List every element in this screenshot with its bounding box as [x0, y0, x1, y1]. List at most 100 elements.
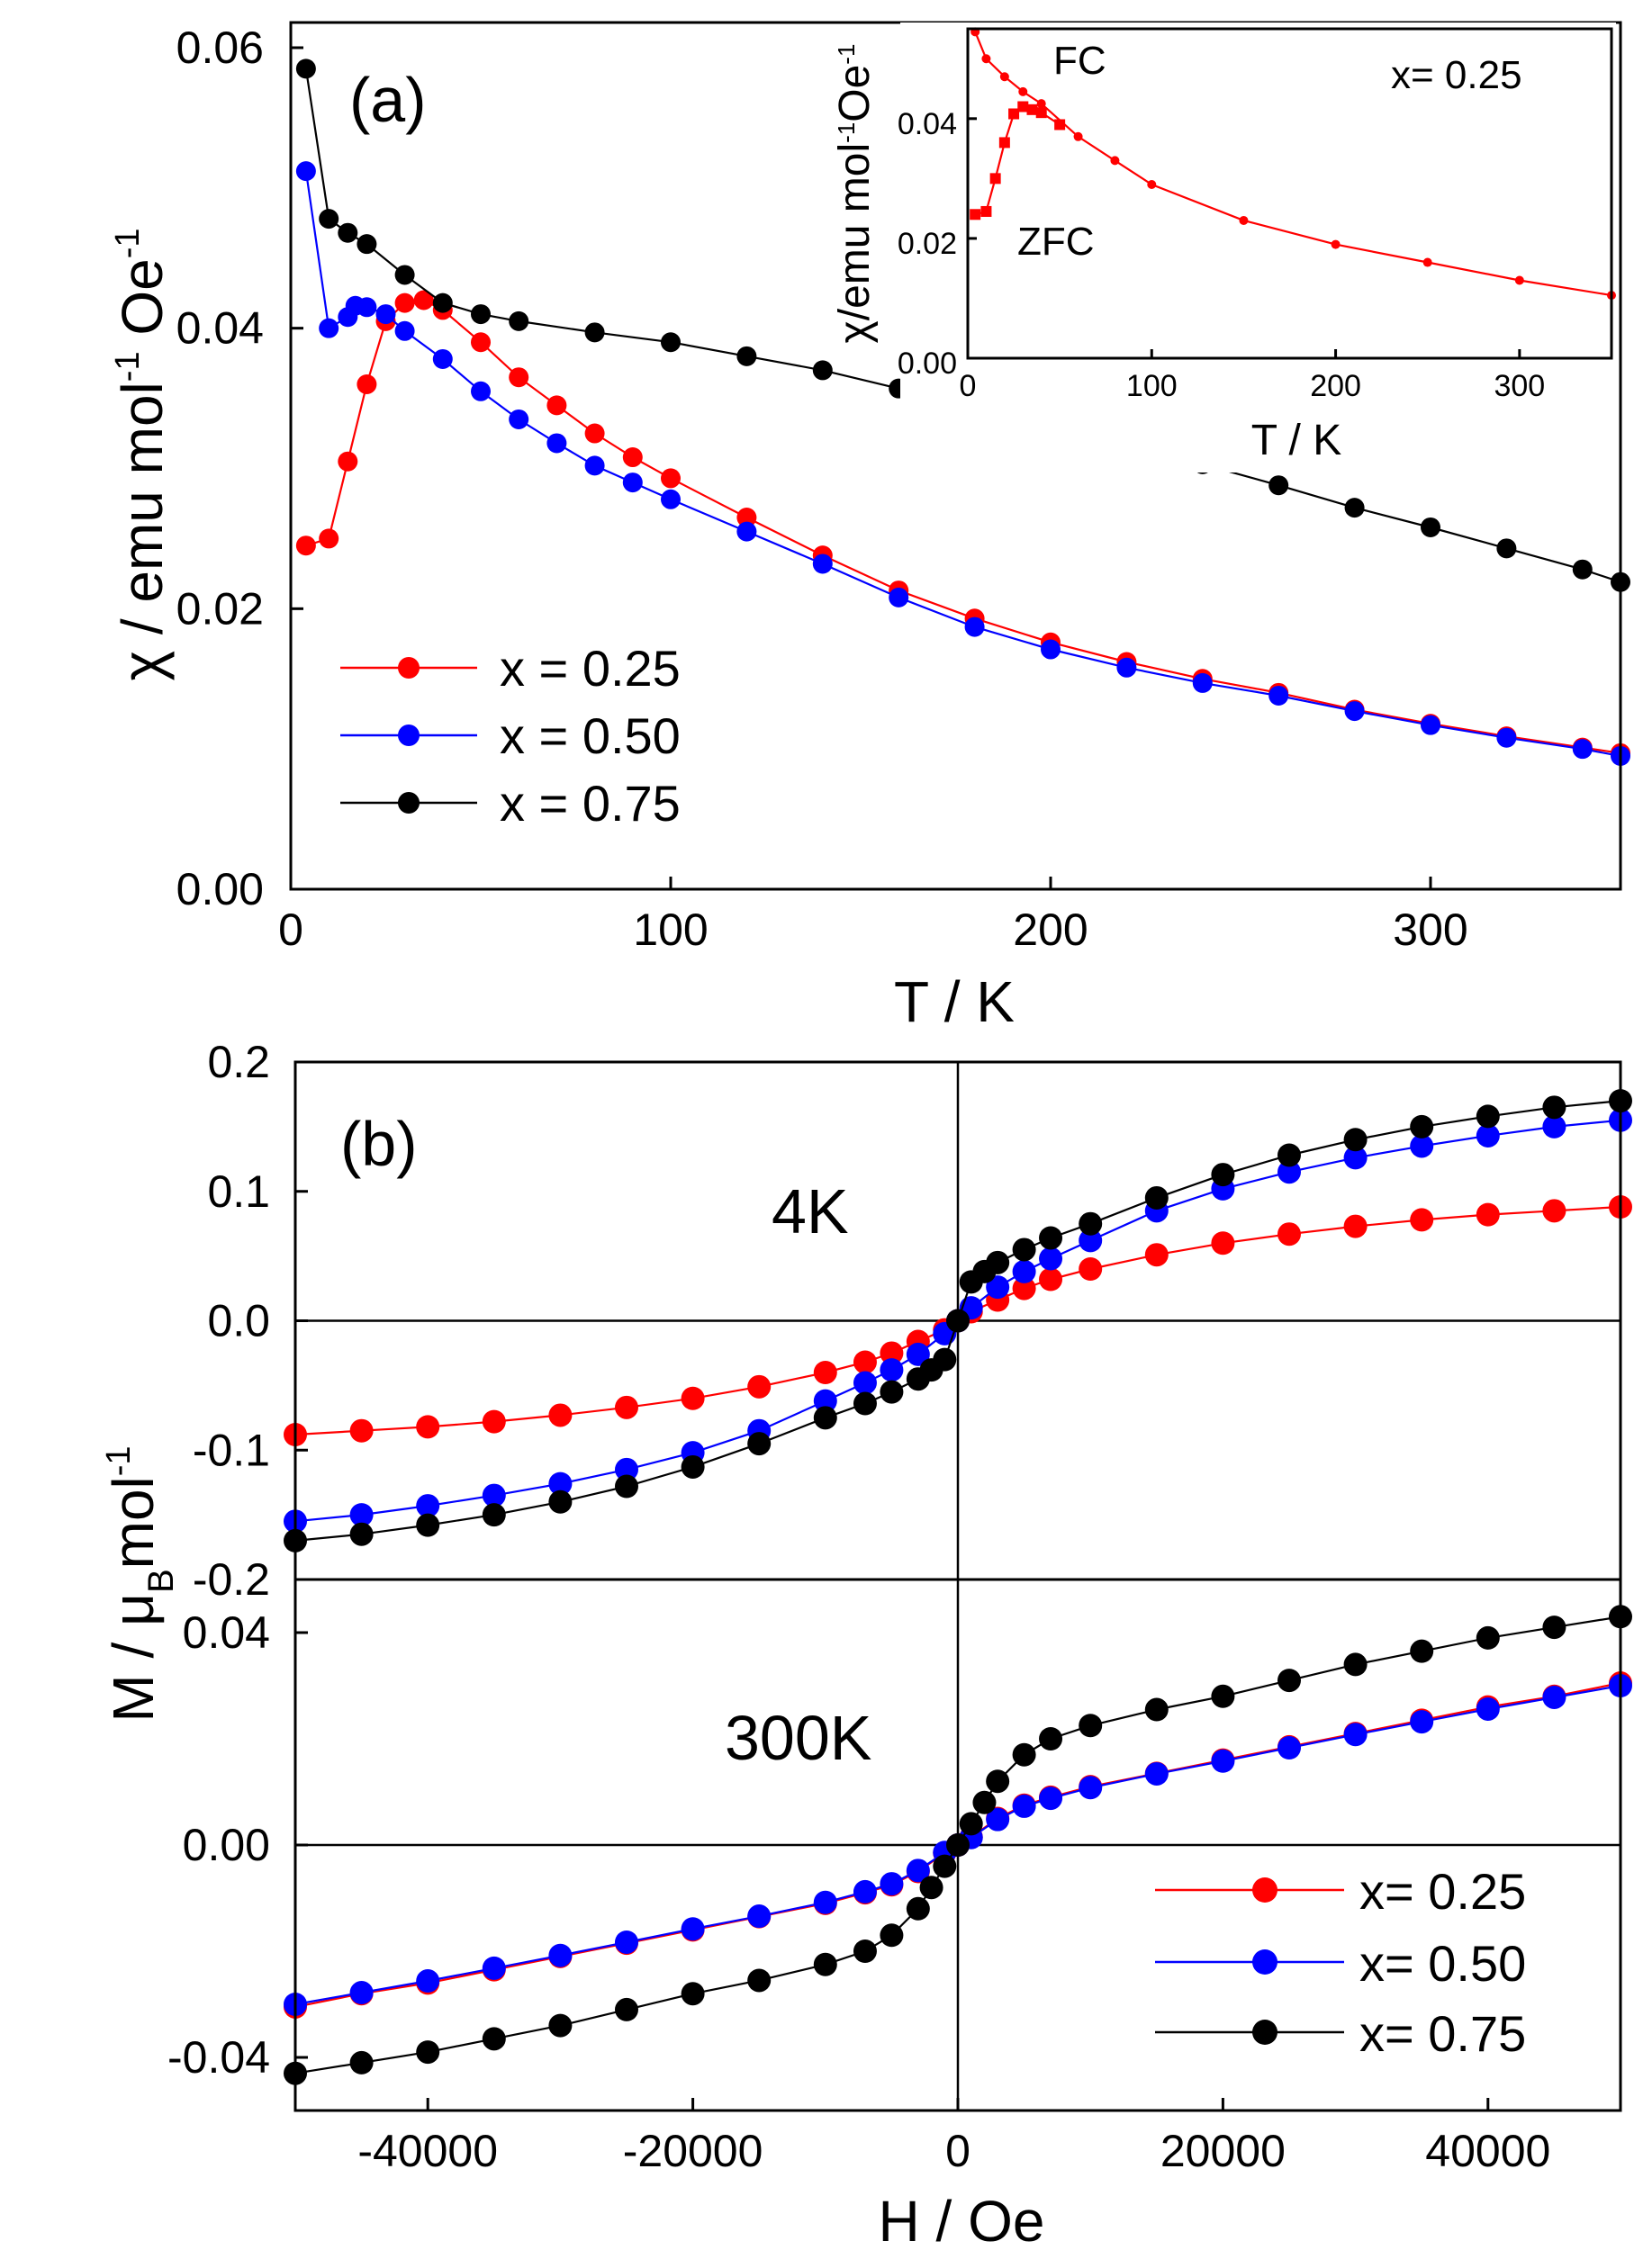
series-b-4k-1-point-1: [349, 1418, 374, 1443]
series-a-2-point-25: [1572, 739, 1593, 760]
inset-fc-point-4: [1036, 99, 1046, 109]
panel-b-xtick-label-3: 20000: [1160, 2126, 1286, 2176]
series-a-3-point-21: [1572, 559, 1593, 580]
series-b-4k-3-point-2: [416, 1513, 440, 1537]
series-b-4k-3-point-24: [1343, 1128, 1368, 1152]
series-b-300k-2-point-1: [349, 1981, 374, 2005]
series-b-4k-2-point-16: [1012, 1259, 1036, 1283]
panel-a-y-label-sup1: -1: [109, 351, 147, 382]
panel-a-xtick-label-0: 0: [278, 904, 303, 955]
legend-entry-b-2: x= 0.50: [1155, 1935, 1526, 1992]
inset-zfc-point-5: [1017, 101, 1029, 112]
panel-b-4k-plot-area: [284, 1062, 1632, 1580]
legend-marker-b-1: [1252, 1877, 1277, 1903]
legend-marker-b-3: [1252, 2020, 1277, 2045]
legend-entry-a-2: x = 0.50: [340, 707, 681, 764]
panel-a-ytick-label-0: 0.00: [176, 864, 264, 914]
series-a-3-point-8: [584, 322, 605, 343]
legend-entry-b-1: x= 0.25: [1155, 1863, 1526, 1920]
inset-background: [900, 22, 1616, 472]
inset-fc-point-10: [1422, 257, 1432, 267]
series-b-4k-2-point-15: [986, 1275, 1010, 1300]
panel-b-xtick-label-0: -40000: [357, 2126, 498, 2176]
series-a-2-point-19: [1116, 657, 1137, 678]
panel-b-4k-label: 4K: [772, 1176, 849, 1246]
series-b-300k-3-point-12: [919, 1876, 943, 1900]
panel-b-xtick-label-1: -20000: [623, 2126, 763, 2176]
series-b-4k-2-point-24: [1476, 1123, 1500, 1148]
series-b-4k-1-point-19: [1144, 1243, 1169, 1267]
series-b-300k-3-point-19: [1039, 1727, 1063, 1750]
series-b-300k-3-point-17: [986, 1769, 1010, 1794]
inset-ytick-label-1: 0.02: [898, 227, 957, 261]
series-b-300k-2-point-15: [986, 1807, 1010, 1832]
inset-zfc-point-1: [980, 205, 992, 217]
series-a-3-point-18: [1344, 498, 1365, 518]
series-a-2-point-13: [661, 489, 681, 509]
series-a-2-point-12: [622, 472, 643, 493]
panel-a-ytick-label-1: 0.02: [176, 583, 264, 634]
series-a-1-point-13: [661, 468, 681, 489]
inset-zfc-point-2: [989, 173, 1001, 184]
legend-label-a-2: x = 0.50: [500, 707, 681, 764]
panel-a-ytick-label-3: 0.06: [176, 22, 264, 73]
series-b-4k-2-point-10: [880, 1358, 904, 1382]
series-b-4k-2-point-3: [482, 1483, 506, 1508]
series-b-4k-3-point-4: [548, 1490, 573, 1514]
b-4k-ytick-label-2: 0.0: [207, 1296, 270, 1346]
legend-entry-a-1: x = 0.25: [340, 640, 681, 697]
inset-xtick-label-2: 200: [1310, 369, 1361, 403]
series-b-4k-3-point-20: [1079, 1211, 1103, 1236]
panel-b-y-label-tail: mol: [101, 1476, 166, 1569]
panel-a-axis-ticks: 0 100 200 300 0.00 0.02 0.04 0.06: [176, 22, 1468, 955]
series-b-4k-1-point-6: [681, 1386, 705, 1410]
legend-label-a-3: x = 0.75: [500, 775, 681, 832]
series-a-1-point-3: [357, 374, 377, 394]
inset-y-axis-label: χ/emu mol-1Oe-1: [831, 44, 879, 344]
inset-xtick-label-1: 100: [1126, 369, 1178, 403]
b-300k-ytick-label-2: 0.04: [183, 1607, 270, 1658]
panel-b: -0.2 -0.1 0.0 0.1 0.2 -0.04 0.00 0.04 -40000 -200…: [100, 1037, 1632, 2254]
panel-b-axis-ticks: -0.2 -0.1 0.0 0.1 0.2 -0.04 0.00 0.04 -40000 -200…: [167, 1037, 1550, 2176]
series-b-4k-1-point-2: [416, 1415, 440, 1439]
inset-fc-point-3: [1018, 86, 1028, 96]
series-b-300k-2-point-9: [853, 1879, 877, 1904]
series-b-300k-3-point-11: [906, 1896, 930, 1921]
series-b-300k-3-point-25: [1410, 1639, 1434, 1663]
series-a-3-point-6: [471, 304, 491, 325]
series-b-4k-2-point-17: [1039, 1246, 1063, 1271]
b-4k-ytick-label-0: -0.2: [193, 1554, 270, 1605]
panel-a-y-label-main: χ / emu mol: [110, 382, 175, 680]
inset-zfc-point-7: [1035, 107, 1047, 119]
series-b-4k-3-point-3: [482, 1503, 506, 1527]
series-b-300k-2-point-20: [1211, 1749, 1235, 1773]
panel-b-xtick-label-2: 0: [945, 2126, 970, 2176]
series-a-2-point-1: [319, 318, 339, 338]
series-b-300k-2-point-4: [548, 1943, 573, 1967]
series-b-4k-3-point-17: [986, 1250, 1010, 1274]
series-b-4k-3-point-18: [1012, 1238, 1036, 1262]
series-a-1-point-9: [509, 367, 529, 388]
series-b-4k-3-point-7: [747, 1432, 772, 1456]
series-b-300k-3-point-6: [681, 1982, 705, 2006]
panel-a-label: (a): [349, 65, 427, 135]
inset-y-label-main: χ/emu mol: [831, 143, 879, 344]
inset-annotation: x= 0.25: [1391, 53, 1522, 97]
series-b-300k-3-point-4: [548, 2013, 573, 2038]
panel-b-x-axis-label: H / Oe: [879, 2189, 1045, 2254]
inset-y-label-mid: Oe: [831, 65, 879, 122]
series-a-2-point-7: [432, 348, 453, 369]
inset-x-axis-label: T / K: [1251, 417, 1341, 464]
inset-frame: [966, 27, 1613, 360]
series-b-300k-2-point-10: [880, 1872, 904, 1896]
series-a-2-point-0: [295, 161, 316, 182]
series-b-300k-2-point-7: [747, 1904, 772, 1929]
series-b-300k-3-point-23: [1277, 1669, 1301, 1693]
legend-marker-a-2: [398, 724, 420, 746]
series-a-2-point-20: [1192, 672, 1213, 693]
series-b-300k-2-point-17: [1039, 1786, 1063, 1811]
inset-xtick-label-0: 0: [960, 369, 977, 403]
series-b-300k-3-point-13: [933, 1854, 957, 1878]
series-b-300k-3-point-26: [1476, 1625, 1500, 1650]
series-b-4k-3-point-1: [349, 1522, 374, 1546]
